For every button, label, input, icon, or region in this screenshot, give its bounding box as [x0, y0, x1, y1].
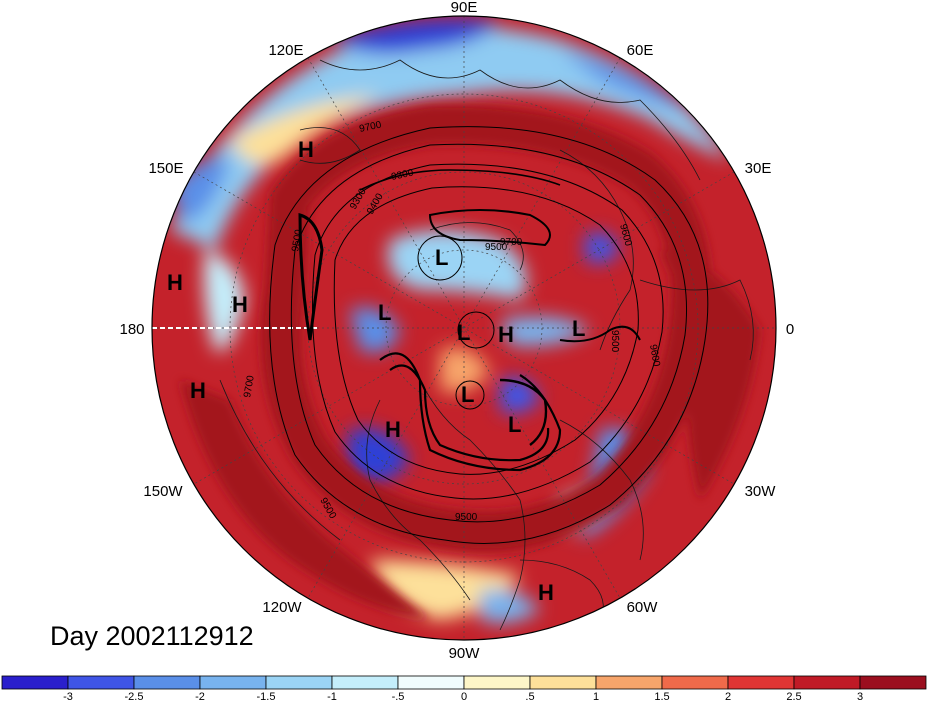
- high-pressure-center: H: [298, 137, 314, 162]
- colorbar-swatch: [727, 675, 795, 690]
- colorbar-tick-label: -2.5: [125, 691, 144, 702]
- pressure-centers: H H H H L L L H L L H L H: [167, 137, 585, 605]
- contour-label: 9700: [242, 374, 257, 398]
- lon-label-60w: 60W: [627, 599, 659, 616]
- low-pressure-center: L: [461, 382, 474, 407]
- colorbar-tick-label: 2: [725, 691, 731, 702]
- colorbar-tick-label: -1.5: [257, 691, 276, 702]
- contour-label: 9700: [358, 119, 382, 134]
- high-pressure-center: H: [385, 417, 401, 442]
- colorbar-tick-label: 1: [593, 691, 599, 702]
- lon-label-180: 180: [119, 321, 144, 338]
- colorbar-tick-label: 0: [461, 691, 467, 702]
- contour-label: 9300: [390, 167, 414, 182]
- colorbar-swatch: [199, 675, 267, 690]
- height-contours: [269, 126, 709, 544]
- colorbar-tick-label: -3: [63, 691, 73, 702]
- colorbar-tick-label: 3: [857, 691, 863, 702]
- high-pressure-center: H: [190, 378, 206, 403]
- lon-label-30w: 30W: [745, 483, 777, 500]
- colorbar-swatch: [265, 675, 333, 690]
- colorbar-tick-label: 1.5: [654, 691, 669, 702]
- contour-label: 9700: [500, 237, 523, 248]
- contour-label: 9600: [647, 344, 662, 368]
- contour-label: 9500: [609, 330, 620, 353]
- lon-label-150w: 150W: [143, 483, 183, 500]
- colorbar-swatch: [463, 675, 531, 690]
- colorbar-swatch: [133, 675, 201, 690]
- high-pressure-center: H: [167, 270, 183, 295]
- colorbar-swatch: [67, 675, 135, 690]
- colorbar-swatch: [859, 675, 927, 690]
- colorbar-tick-label: -2: [195, 691, 205, 702]
- colorbar-swatch: [661, 675, 729, 690]
- colorbar-tick-label: .5: [525, 691, 534, 702]
- contour-label: 9500: [290, 228, 305, 252]
- lon-label-150e: 150E: [148, 160, 183, 177]
- colorbar-swatch: [595, 675, 663, 690]
- high-pressure-center: H: [232, 292, 248, 317]
- graticule: [152, 16, 776, 640]
- colorbar-tick-label: -1: [327, 691, 337, 702]
- coastlines: [219, 59, 754, 631]
- date-label: Day 2002112912: [50, 621, 254, 651]
- lon-label-30e: 30E: [745, 160, 772, 177]
- colorbar-swatch: [397, 675, 465, 690]
- lon-label-120w: 120W: [262, 599, 302, 616]
- low-pressure-center: L: [378, 300, 391, 325]
- colorbar-swatch: [1, 675, 69, 690]
- high-pressure-center: H: [538, 580, 554, 605]
- contour-label: 9500: [455, 512, 478, 523]
- low-pressure-center: L: [508, 412, 521, 437]
- low-pressure-center: L: [435, 245, 448, 270]
- map-boundary: [151, 15, 777, 641]
- colorbar-tick-label: 2.5: [786, 691, 801, 702]
- colorbar: -3 -2.5 -2 -1.5 -1 -.5 0 .5 1 1.5 2 2.5 3: [1, 675, 927, 702]
- low-pressure-center: L: [572, 316, 585, 341]
- lon-label-0: 0: [786, 321, 794, 338]
- low-pressure-center: L: [457, 320, 470, 345]
- lon-label-60e: 60E: [627, 42, 654, 59]
- longitude-labels: 90E 120E 60E 150E 30E 180 0 150W 30W 120…: [119, 0, 794, 662]
- colorbar-tick-label: -.5: [392, 691, 405, 702]
- colorbar-swatch: [529, 675, 597, 690]
- colorbar-swatch: [793, 675, 861, 690]
- lon-label-120e: 120E: [268, 42, 303, 59]
- contour-label: 9500: [485, 242, 508, 253]
- high-pressure-center: H: [498, 322, 514, 347]
- lon-label-90w: 90W: [449, 645, 481, 662]
- lon-label-90e: 90E: [451, 0, 478, 16]
- colorbar-swatch: [331, 675, 399, 690]
